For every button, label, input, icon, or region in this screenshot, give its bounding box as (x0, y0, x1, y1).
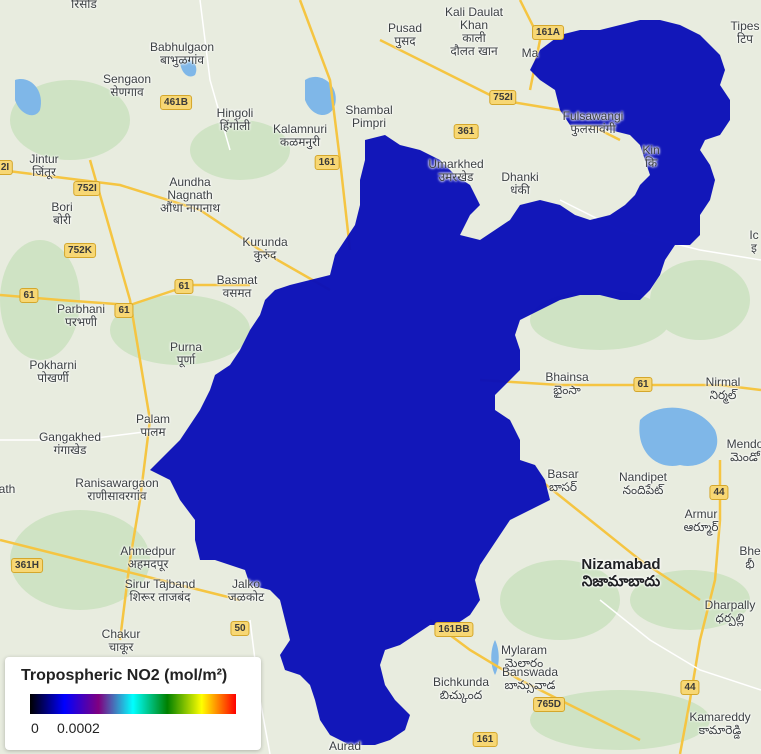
place-bori: Bori बोरी (51, 200, 73, 227)
highway-shield: 361 (453, 124, 479, 139)
highway-shield: 752I (73, 181, 101, 196)
highway-shield: 361H (11, 558, 43, 573)
place-dhanki: Dhanki धंकी (501, 170, 539, 197)
no2-legend: Tropospheric NO2 (mol/m²) 0 0.0002 (5, 657, 261, 750)
highway-shield: 61 (114, 303, 134, 318)
place-aundha-local: औंधा नागनाथ (159, 201, 221, 215)
legend-max-label: 0.0002 (57, 720, 100, 736)
highway-shield: 44 (680, 680, 700, 695)
highway-shield: 50 (230, 621, 250, 636)
place-kinwat: Kin कि (642, 143, 660, 170)
place-hingoli: Hingoli हिंगोली (216, 106, 254, 133)
place-nizamabad: Nizamabad నిజామాబాదు (581, 556, 661, 590)
place-tipeshwar: Tipes टिप (730, 19, 760, 46)
place-kali-daulat-local: काली दौलत खान (450, 31, 498, 58)
highway-shield: 461B (160, 95, 192, 110)
place-sirur-tajband: Sirur Tajband शिरूर ताजबंद (124, 577, 196, 604)
place-pokharni: Pokharni पोखर्णी (29, 358, 77, 385)
place-bhainsa: Bhainsa భైంసా (545, 370, 589, 397)
highway-shield: 765D (533, 697, 565, 712)
highway-shield: 2I (0, 160, 14, 175)
place-nirmal: Nirmal నిర్మల్ (705, 375, 741, 402)
place-babhulgaon: Babhulgaon बाभुळगांव (149, 40, 215, 67)
place-purna: Purna पूर्णा (169, 340, 203, 367)
water-bodies (15, 58, 718, 675)
highway-shield: 61 (19, 288, 39, 303)
place-palam: Palam पालम (135, 412, 171, 439)
place-umarkhed: Umarkhed उमरखेड (428, 157, 484, 184)
place-basar: Basar బాసర్ (547, 467, 579, 494)
place-ic: Ic इ (749, 228, 759, 255)
place-chakur: Chakur चाकूर (101, 627, 141, 654)
highway-shield: 752K (64, 243, 96, 258)
place-mylaram: Mylaram మైలారం (500, 643, 548, 670)
place-aundha-nagnath: Aundha Nagnath (167, 175, 213, 202)
no2-region[interactable] (150, 20, 730, 745)
place-risod: रिसोड (71, 0, 97, 11)
place-nandipet: Nandipet నందిపేట్ (618, 470, 668, 497)
place-dharpally: Dharpally ధర్పల్లి (704, 598, 756, 625)
place-kamareddy: Kamareddy కామారెడ్డి (689, 710, 751, 737)
place-bheemgal: Bhe భీ (739, 544, 761, 571)
highway-shield: 161 (472, 732, 498, 747)
place-fulsawangi: Fulsawangi फुलसावंगी (562, 109, 624, 136)
place-pusad: Pusad पुसद (387, 21, 423, 48)
place-ma: Ma (521, 46, 539, 60)
place-gangakhed: Gangakhed गंगाखेड (38, 430, 102, 457)
highway-shield: 61 (633, 377, 653, 392)
place-bichkunda: Bichkunda బిచ్కుంద (432, 675, 490, 702)
place-aurad: Aurad (328, 739, 362, 753)
place-parbhani: Parbhani परभणी (56, 302, 106, 329)
place-ranisawargaon: Ranisawargaon राणीसावरगांव (75, 476, 159, 503)
legend-title: Tropospheric NO2 (mol/m²) (21, 667, 228, 684)
highway-shield: 752I (489, 90, 517, 105)
place-ahmedpur: Ahmedpur अहमदपूर (120, 544, 176, 571)
place-jalkot: Jalko जळकोट (227, 577, 265, 604)
place-shambal-pimpri: Shambal Pimpri (345, 103, 393, 130)
place-mendora: Mendo మెండో (726, 437, 761, 464)
highway-shield: 161A (532, 25, 564, 40)
place-kalamnuri: Kalamnuri कळमनुरी (272, 122, 328, 149)
highway-shield: 44 (709, 485, 729, 500)
legend-min-label: 0 (31, 720, 39, 736)
place-sengaon: Sengaon सेणगाव (102, 72, 152, 99)
highway-shield: 161 (314, 155, 340, 170)
highway-shield: 61 (174, 279, 194, 294)
place-jintur: Jintur जिंतूर (29, 152, 59, 179)
place-basmat: Basmat वसमत (216, 273, 258, 300)
highway-shield: 161BB (434, 622, 474, 637)
place-armur: Armur ఆర్మూర్ (683, 507, 719, 534)
vegetation-areas (0, 80, 750, 750)
place-kurunda: Kurunda कुरुंद (242, 235, 288, 262)
place-kali-daulat: Kali Daulat Khan (444, 5, 504, 32)
place-ath: ath (0, 482, 16, 496)
place-banswada: Banswada బాన్సువాడ (501, 665, 559, 692)
legend-color-ramp (30, 694, 236, 714)
